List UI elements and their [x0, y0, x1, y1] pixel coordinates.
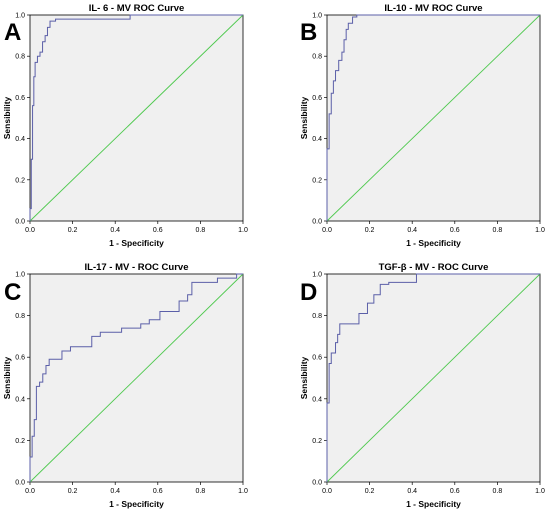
x-tick-label: 0.0 — [25, 488, 35, 495]
chart-title: IL-17 - MV - ROC Curve — [85, 262, 189, 273]
x-tick-label: 0.0 — [25, 227, 35, 234]
y-tick-label: 0.8 — [15, 54, 25, 61]
x-tick-label: 0.8 — [196, 227, 206, 234]
x-tick-label: 1.0 — [535, 227, 545, 234]
x-tick-label: 0.2 — [365, 488, 375, 495]
y-axis-label: Sensibility — [2, 96, 12, 139]
y-tick-label: 1.0 — [15, 13, 25, 20]
roc-curve-line — [326, 273, 540, 482]
y-axis-label: Sensibility — [2, 356, 12, 399]
x-tick-label: 0.0 — [322, 488, 332, 495]
x-tick-label: 0.8 — [196, 488, 206, 495]
x-axis-label: 1 - Specificity — [109, 238, 164, 248]
x-tick-label: 1.0 — [535, 488, 545, 495]
x-tick-label: 0.8 — [493, 227, 503, 234]
x-tick-label: 1.0 — [238, 227, 248, 234]
y-tick-label: 0.2 — [15, 438, 25, 445]
y-tick-label: 0.2 — [312, 177, 322, 184]
panel-letter: A — [4, 19, 21, 46]
y-tick-label: 0.4 — [312, 136, 322, 143]
y-axis-label: Sensibility — [299, 356, 309, 399]
x-tick-label: 0.6 — [153, 488, 163, 495]
reference-diagonal-line — [326, 273, 541, 483]
y-tick-label: 0.0 — [15, 219, 25, 226]
x-axis-label: 1 - Specificity — [109, 499, 164, 509]
x-axis-label: 1 - Specificity — [406, 499, 461, 509]
y-tick-label: 0.8 — [312, 313, 322, 320]
roc-panel-a: A IL- 6 - MV ROC Curve 0.0 0.2 0.4 0.6 0.8 1.0 0… — [2, 3, 248, 248]
y-tick-label: 0.4 — [15, 396, 25, 403]
roc-curve-line — [29, 273, 243, 482]
y-tick-label: 0.0 — [312, 480, 322, 487]
x-tick-label: 0.4 — [407, 227, 417, 234]
y-tick-label: 0.6 — [15, 355, 25, 362]
y-tick-label: 0.0 — [312, 219, 322, 226]
panel-letter: D — [300, 279, 317, 306]
roc-curve-line — [326, 14, 540, 221]
y-axis-label: Sensibility — [299, 96, 309, 139]
y-tick-label: 1.0 — [15, 272, 25, 279]
reference-diagonal-line — [326, 14, 541, 222]
y-tick-label: 0.4 — [312, 396, 322, 403]
y-tick-label: 0.2 — [312, 438, 322, 445]
x-tick-label: 0.6 — [153, 227, 163, 234]
x-tick-label: 0.6 — [450, 227, 460, 234]
panel-letter: C — [4, 279, 21, 306]
y-tick-label: 0.6 — [312, 355, 322, 362]
roc-curve-line — [29, 14, 243, 221]
x-tick-label: 0.4 — [407, 488, 417, 495]
x-tick-label: 0.2 — [68, 488, 78, 495]
y-tick-label: 1.0 — [312, 272, 322, 279]
y-tick-label: 0.4 — [15, 136, 25, 143]
x-axis-label: 1 - Specificity — [406, 238, 461, 248]
chart-title: IL-10 - MV ROC Curve — [384, 3, 482, 14]
y-tick-label: 0.2 — [15, 177, 25, 184]
y-tick-label: 0.6 — [312, 95, 322, 102]
reference-diagonal-line — [29, 273, 244, 483]
x-tick-label: 0.4 — [110, 227, 120, 234]
x-tick-label: 0.0 — [322, 227, 332, 234]
x-tick-label: 0.6 — [450, 488, 460, 495]
x-tick-label: 1.0 — [238, 488, 248, 495]
x-tick-label: 0.2 — [365, 227, 375, 234]
reference-diagonal-line — [29, 14, 244, 222]
y-tick-label: 0.0 — [15, 480, 25, 487]
x-tick-label: 0.4 — [110, 488, 120, 495]
y-tick-label: 0.8 — [15, 313, 25, 320]
y-tick-label: 1.0 — [312, 13, 322, 20]
chart-title: IL- 6 - MV ROC Curve — [89, 3, 185, 14]
chart-title: TGF-β - MV - ROC Curve — [379, 262, 489, 273]
roc-panel-b: B IL-10 - MV ROC Curve 0.0 0.2 0.4 0.6 0.8 1.0 0… — [299, 3, 545, 248]
x-tick-label: 0.8 — [493, 488, 503, 495]
y-tick-label: 0.8 — [312, 54, 322, 61]
roc-panel-d: D TGF-β - MV - ROC Curve 0.0 0.2 0.4 0.6 0.8 1.… — [299, 262, 545, 509]
panel-letter: B — [300, 19, 317, 46]
roc-panel-c: C IL-17 - MV - ROC Curve 0.0 0.2 0.4 0.6 0.8 1.… — [2, 262, 248, 509]
y-tick-label: 0.6 — [15, 95, 25, 102]
x-tick-label: 0.2 — [68, 227, 78, 234]
